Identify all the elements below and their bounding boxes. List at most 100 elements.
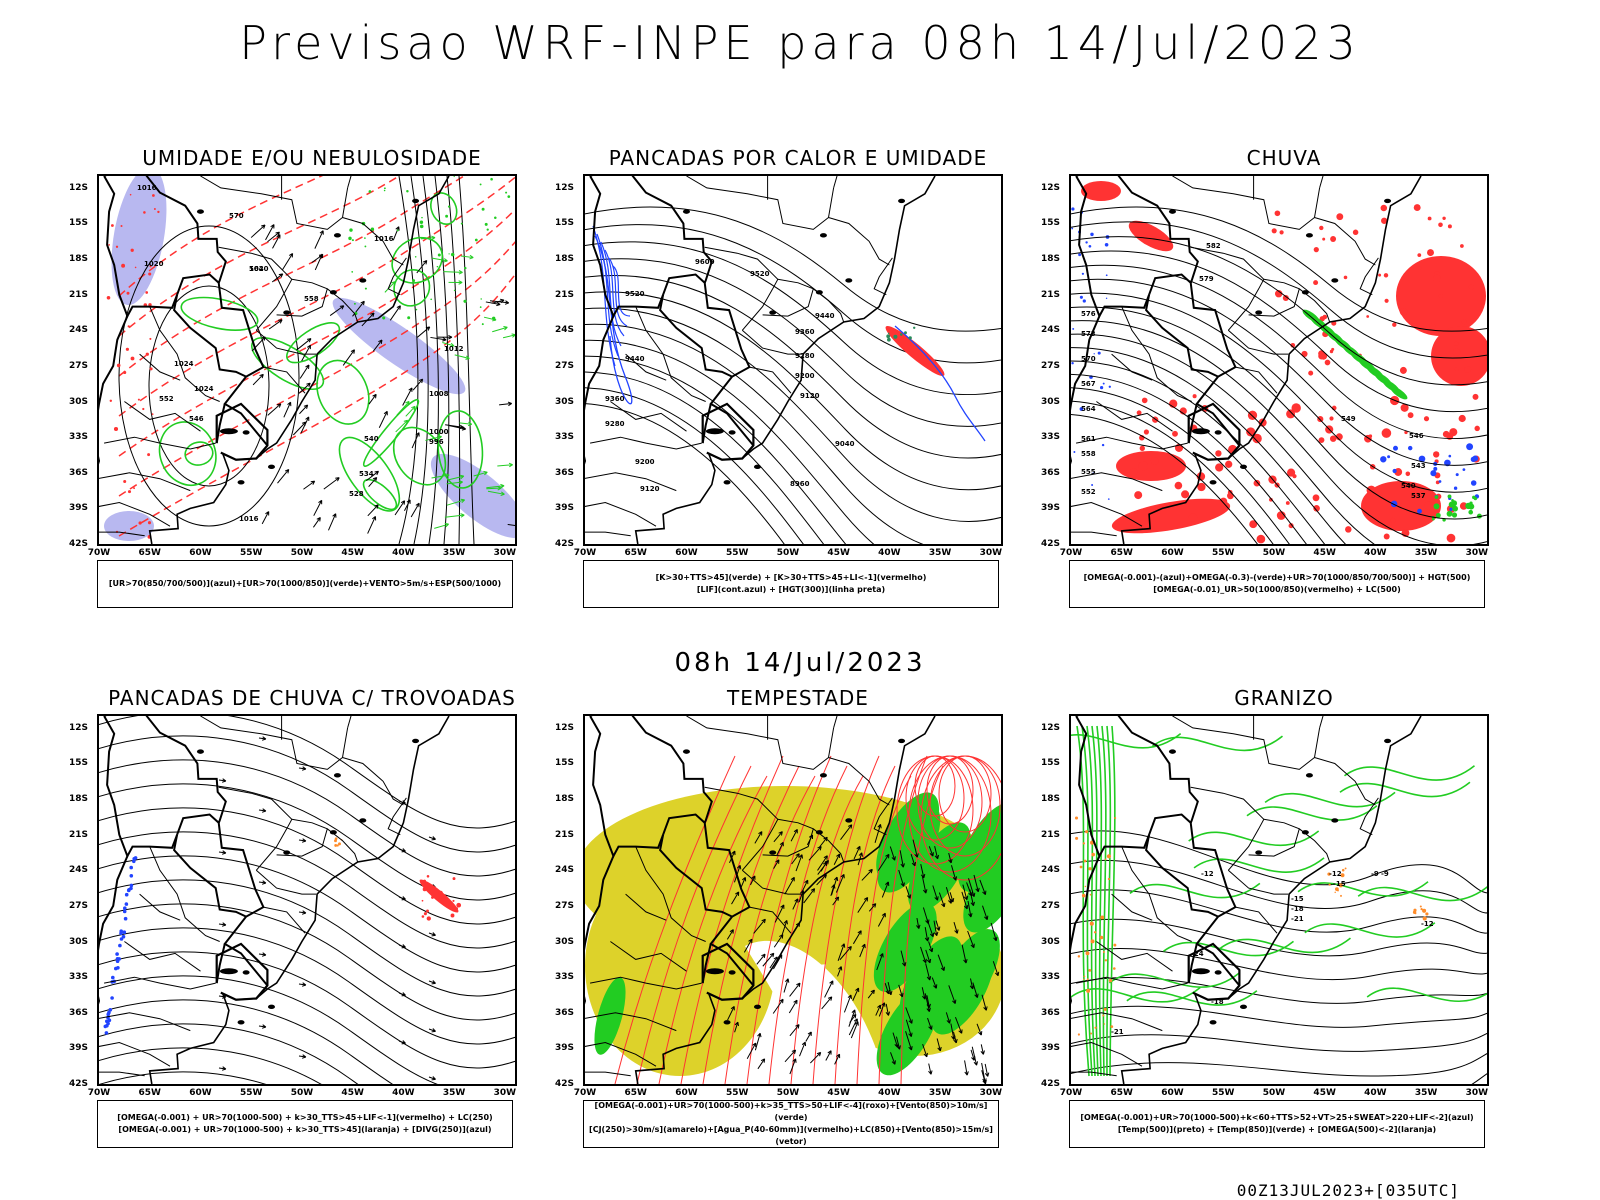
temp-850-contour <box>1219 937 1351 954</box>
mid-date: 08h 14/Jul/2023 <box>674 648 926 678</box>
rain-speckle <box>1219 497 1228 506</box>
height-contour <box>1071 320 1487 544</box>
temp-850-contour <box>1126 990 1258 1006</box>
border-line <box>387 797 407 836</box>
lat-label: 24S <box>69 325 89 336</box>
wind-vector <box>928 1063 933 1075</box>
omega-speckle <box>1422 916 1427 921</box>
moisture-speckle <box>421 216 423 219</box>
lif-contour <box>592 225 616 367</box>
wind-vector <box>329 305 345 316</box>
lat-label: 15S <box>69 758 89 769</box>
lat-label: 27S <box>555 360 575 371</box>
moisture-speckle <box>406 190 409 193</box>
wind-streamline <box>900 765 944 1084</box>
moisture-speckle <box>460 222 463 225</box>
border-line <box>103 716 179 859</box>
lon-label: 65W <box>624 548 647 558</box>
lake-marker <box>283 850 291 855</box>
omega-speckle <box>1100 915 1105 920</box>
lon-label: 60W <box>189 548 212 558</box>
omega-speckle <box>1074 816 1079 820</box>
moisture-speckle <box>153 208 156 210</box>
moisture-speckle <box>419 220 424 224</box>
streamline-arrow <box>258 808 267 813</box>
border-line <box>873 797 893 836</box>
contour-label: 564 <box>249 265 264 273</box>
wind-vector <box>750 875 756 886</box>
ascent-speckle <box>1407 445 1413 451</box>
lon-label: 45W <box>1313 1088 1336 1098</box>
map-frame[interactable]: 1016 1020 1024 1024 1020 1016 1016 1012 1008 1000… <box>97 174 517 546</box>
lake-marker <box>1301 830 1309 835</box>
wind-vector <box>933 920 939 937</box>
ascent-speckle <box>1071 227 1074 230</box>
wind-streamline <box>920 755 1001 881</box>
lake-marker <box>196 749 204 754</box>
streamline-arrow <box>218 922 227 927</box>
wind-vector <box>925 963 932 981</box>
streamline-arrow <box>218 778 227 783</box>
wind-vector <box>984 1063 990 1077</box>
rain-speckle <box>1290 342 1296 348</box>
rain-speckle <box>1269 497 1273 502</box>
rain-speckle <box>1378 273 1382 277</box>
lake-marker <box>682 209 690 214</box>
ascent-speckle <box>1093 353 1095 355</box>
rain-speckle <box>1413 204 1421 212</box>
wind-vector <box>990 922 998 942</box>
rain-speckle <box>1380 204 1388 212</box>
wind-vector <box>402 387 413 406</box>
border-line <box>1121 306 1192 402</box>
rain-speckle <box>1343 275 1348 280</box>
contour-label: 8960 <box>790 480 810 488</box>
lake-marker <box>1384 738 1392 744</box>
map-frame[interactable] <box>97 714 517 1086</box>
temp-850-contour <box>1091 725 1099 1077</box>
ascent-speckle <box>1472 455 1479 462</box>
lat-label: 42S <box>1041 539 1061 549</box>
streamline-arrow <box>428 836 436 841</box>
map-frame[interactable]: -9 -12 -15 -18 -21 -24 -12 -15 -18 -21 -9 -12 <box>1069 714 1489 1086</box>
border-line <box>99 1071 145 1077</box>
lon-label: 60W <box>675 1088 698 1098</box>
border-line <box>1190 246 1265 331</box>
contour-label: 1020 <box>144 260 164 268</box>
panel-title: UMIDADE E/OU NEBULOSIDADE <box>142 146 482 170</box>
omega-speckle <box>1089 921 1094 926</box>
lat-label: 27S <box>555 900 575 911</box>
contour-label: 534 <box>359 470 374 478</box>
lake-marker <box>1305 233 1313 238</box>
height-contour <box>1071 333 1375 544</box>
border-line <box>625 353 667 381</box>
wind-vector <box>837 943 846 962</box>
lat-label: 39S <box>1041 1043 1061 1054</box>
moisture-speckle <box>447 205 451 208</box>
omega-speckle <box>1108 978 1113 983</box>
panel-pancadas-calor: PANCADAS POR CALOR E UMIDADE 9600 9520 944… <box>555 146 1033 636</box>
rain-speckle <box>1197 482 1206 492</box>
moisture-speckle <box>151 413 154 416</box>
map-frame[interactable]: 582 579 576 573 570 567 564 561 558 555 552 549 546 5… <box>1069 174 1489 546</box>
lake-marker <box>1191 968 1210 975</box>
map-frame[interactable]: 9600 9520 9440 9360 9280 9200 9120 9040 8960 9520… <box>583 174 1003 546</box>
border-line <box>635 306 706 402</box>
legend-box: [UR>70(850/700/500)](azul)+[UR>70(1000/8… <box>97 560 513 608</box>
lon-label: 40W <box>878 1088 901 1098</box>
lake-marker <box>1255 850 1263 855</box>
wind-vector <box>299 364 310 379</box>
streamline-arrow <box>258 1024 267 1029</box>
lat-label: 42S <box>69 539 89 549</box>
wind-vector <box>261 511 270 525</box>
omega-speckle <box>1113 943 1117 947</box>
temp-850-contour <box>1096 725 1103 1077</box>
rain-speckle <box>1150 456 1159 465</box>
wind-vector <box>927 1017 933 1030</box>
rain-speckle <box>1459 502 1468 510</box>
moisture-speckle <box>484 222 488 226</box>
wind-vector <box>328 513 337 531</box>
lat-label: 39S <box>1041 503 1061 514</box>
rain-speckle <box>1336 213 1344 221</box>
wind-850-area <box>907 822 971 912</box>
map-frame[interactable] <box>583 714 1003 1086</box>
